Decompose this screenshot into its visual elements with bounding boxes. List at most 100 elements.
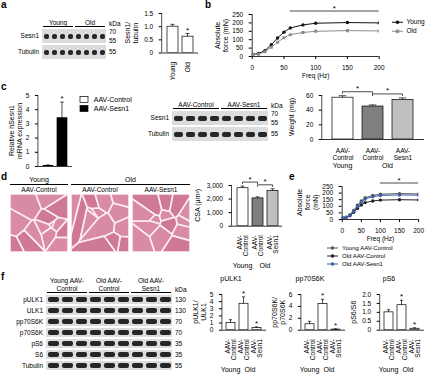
svg-text:AAV-Control: AAV-Control (333, 147, 355, 161)
svg-text:Freq (Hz): Freq (Hz) (367, 235, 394, 243)
svg-text:Freq (Hz): Freq (Hz) (302, 72, 329, 80)
svg-text:3: 3 (210, 305, 214, 312)
svg-text:AAV-Control: AAV-Control (236, 235, 250, 257)
svg-text:AAV-Control: AAV-Control (395, 339, 409, 361)
svg-text:200: 200 (232, 19, 243, 26)
svg-text:0: 0 (310, 136, 314, 143)
svg-text:1.5: 1.5 (144, 10, 153, 17)
svg-text:100: 100 (310, 64, 321, 71)
svg-text:50: 50 (358, 227, 366, 234)
svg-text:2,000: 2,000 (207, 195, 224, 202)
svg-text:60: 60 (306, 92, 314, 99)
svg-text:100: 100 (322, 202, 333, 209)
svg-text:50: 50 (280, 64, 288, 71)
svg-text:3: 3 (26, 120, 30, 127)
svg-text:AAV-Sesn1: AAV-Sesn1 (329, 339, 343, 358)
svg-text:2.0: 2.0 (362, 291, 371, 298)
svg-text:150: 150 (394, 227, 405, 234)
svg-text:0: 0 (219, 222, 223, 229)
svg-text:1.5: 1.5 (362, 300, 371, 307)
svg-text:AAV-Sesn1: AAV-Sesn1 (266, 235, 280, 254)
svg-text:50: 50 (236, 44, 244, 51)
svg-text:2: 2 (26, 134, 30, 141)
svg-text:1: 1 (26, 148, 30, 155)
svg-text:0: 0 (330, 216, 334, 223)
svg-text:5: 5 (26, 92, 30, 99)
html-text:Absolute force (mN): Absolute force (mN) (296, 188, 319, 217)
svg-text:*: * (413, 320, 416, 329)
svg-text:AAV-Control: AAV-Control (316, 339, 330, 361)
svg-text:0: 0 (240, 53, 244, 60)
svg-text:*: * (248, 175, 251, 184)
svg-text:*: * (400, 292, 403, 301)
svg-text:250: 250 (232, 11, 243, 18)
svg-text:100: 100 (232, 36, 243, 43)
svg-text:*: * (356, 84, 359, 93)
svg-text:0: 0 (26, 163, 30, 170)
svg-text:5: 5 (210, 291, 214, 298)
svg-text:0: 0 (150, 49, 154, 56)
svg-text:200: 200 (413, 227, 424, 234)
svg-text:150: 150 (232, 27, 243, 34)
svg-text:AAV-Control: AAV-Control (363, 147, 385, 161)
svg-text:4: 4 (289, 302, 293, 309)
html-text:Old AAV-Sesn1: Old AAV-Sesn1 (138, 277, 164, 292)
html-text:Old AAV-Control: Old AAV-Control (96, 277, 122, 292)
svg-text:AAV-Sesn1: AAV-Sesn1 (408, 339, 422, 358)
svg-text:AAV-Control: AAV-Control (237, 339, 251, 361)
svg-text:0: 0 (289, 326, 293, 333)
svg-text:*: * (263, 177, 266, 186)
svg-text:250: 250 (322, 183, 333, 190)
html-text:Young AAV-Control: Young AAV-Control (50, 277, 84, 292)
html-text:Absolute force (mN): Absolute force (mN) (214, 18, 229, 52)
svg-text:0.5: 0.5 (144, 36, 153, 43)
svg-text:4: 4 (210, 298, 214, 305)
svg-text:4: 4 (26, 106, 30, 113)
svg-text:AAV-Sesn1: AAV-Sesn1 (394, 147, 413, 161)
svg-text:6: 6 (289, 291, 293, 298)
html-text:Old: Old (84, 18, 96, 26)
svg-text:*: * (333, 4, 336, 13)
svg-text:1.0: 1.0 (144, 23, 153, 30)
svg-text:1,000: 1,000 (207, 209, 224, 216)
svg-text:50: 50 (326, 209, 334, 216)
svg-text:Young: Young (169, 62, 177, 81)
html-text:Young: Young (48, 18, 68, 26)
svg-text:*: * (397, 176, 400, 185)
svg-text:40: 40 (306, 106, 314, 113)
svg-text:3,000: 3,000 (207, 182, 224, 189)
svg-text:AAV-Control: AAV-Control (251, 235, 265, 257)
svg-text:Old: Old (184, 62, 191, 73)
svg-text:*: * (60, 94, 63, 103)
html-text:55: 55 (109, 36, 117, 44)
svg-text:0: 0 (368, 326, 372, 333)
html-text:Relative hSesn1 mRNA expressio: Relative hSesn1 mRNA expression (8, 102, 23, 159)
svg-text:20: 20 (306, 121, 314, 128)
svg-text:0.5: 0.5 (362, 317, 371, 324)
svg-text:0: 0 (250, 64, 254, 71)
svg-text:200: 200 (322, 189, 333, 196)
svg-text:*: * (321, 291, 324, 300)
svg-text:1.0: 1.0 (362, 308, 371, 315)
svg-text:150: 150 (342, 64, 353, 71)
svg-text:0: 0 (340, 227, 344, 234)
svg-text:2: 2 (289, 314, 293, 321)
svg-text:*: * (386, 86, 389, 95)
svg-text:AAV-Sesn1: AAV-Sesn1 (250, 339, 264, 358)
svg-text:2: 2 (210, 312, 214, 319)
svg-text:*: * (334, 321, 337, 330)
svg-text:1: 1 (210, 319, 214, 326)
svg-text:AAV-Control: AAV-Control (303, 339, 317, 361)
svg-text:AAV-Control: AAV-Control (382, 339, 396, 361)
html-text:55: 55 (109, 48, 117, 56)
html-text:AAV-Control: AAV-Control (178, 100, 214, 108)
svg-text:*: * (255, 319, 258, 328)
svg-text:100: 100 (375, 227, 386, 234)
svg-text:150: 150 (322, 196, 333, 203)
svg-text:*: * (242, 289, 245, 298)
svg-text:AAV-Control: AAV-Control (224, 339, 238, 361)
svg-text:200: 200 (374, 64, 385, 71)
svg-text:0: 0 (210, 326, 214, 333)
svg-text:*: * (186, 26, 189, 35)
html-text:Old: Old (406, 26, 417, 34)
